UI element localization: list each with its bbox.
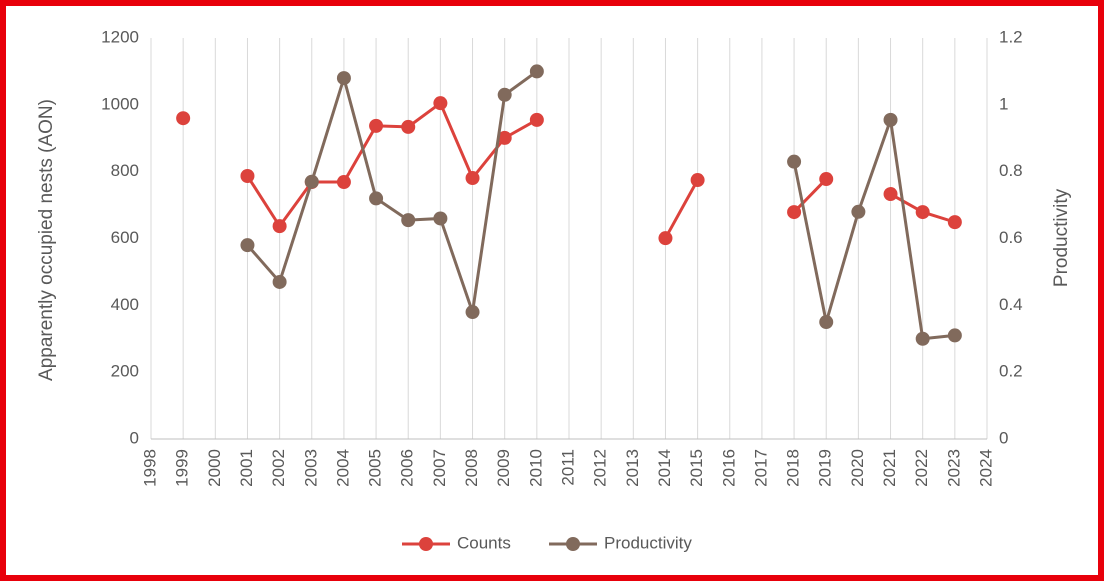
data-point <box>497 130 512 145</box>
y2-tick-label: 0.6 <box>999 228 1023 247</box>
data-point <box>851 204 866 219</box>
data-point <box>819 315 834 330</box>
data-point <box>787 205 802 220</box>
y-tick-label: 0 <box>130 428 139 447</box>
x-tick-label: 2009 <box>494 449 513 487</box>
x-tick-label: 2016 <box>719 449 738 487</box>
data-point <box>658 231 673 246</box>
data-point <box>690 173 705 188</box>
x-tick-label: 2020 <box>848 449 867 487</box>
y-tick-label: 400 <box>111 295 139 314</box>
legend-marker <box>566 537 580 551</box>
x-tick-label: 2018 <box>784 449 803 487</box>
data-point <box>947 328 962 343</box>
y2-tick-label: 0.4 <box>999 295 1023 314</box>
data-point <box>304 174 319 189</box>
x-tick-label: 2006 <box>398 449 417 487</box>
data-point <box>433 96 448 111</box>
data-point <box>883 187 898 202</box>
x-tick-label: 2019 <box>816 449 835 487</box>
data-point <box>369 191 384 206</box>
x-tick-label: 2014 <box>655 449 674 487</box>
x-tick-label: 2012 <box>591 449 610 487</box>
x-tick-label: 2001 <box>237 449 256 487</box>
legend-label: Productivity <box>604 533 692 552</box>
y-tick-label: 1200 <box>101 27 139 46</box>
x-tick-label: 2007 <box>430 449 449 487</box>
x-tick-label: 2003 <box>301 449 320 487</box>
data-point <box>369 118 384 133</box>
data-point <box>401 119 416 134</box>
data-point <box>529 112 544 127</box>
y-tick-label: 800 <box>111 161 139 180</box>
y2-tick-label: 1.2 <box>999 27 1023 46</box>
data-point <box>433 211 448 226</box>
x-tick-label: 2013 <box>623 449 642 487</box>
x-tick-label: 2002 <box>269 449 288 487</box>
series-line <box>246 100 956 239</box>
data-point <box>947 215 962 230</box>
x-tick-label: 2011 <box>558 449 577 486</box>
x-tick-label: 2005 <box>366 449 385 487</box>
data-point <box>401 213 416 228</box>
legend-label: Counts <box>457 533 511 552</box>
data-point <box>883 112 898 127</box>
y-axis-title: Apparently occupied nests (AON) <box>36 99 57 381</box>
y2-tick-label: 0.8 <box>999 161 1023 180</box>
data-point <box>176 111 191 126</box>
y-tick-label: 600 <box>111 228 139 247</box>
data-point <box>787 154 802 169</box>
x-tick-label: 2010 <box>526 449 545 487</box>
data-point <box>915 331 930 346</box>
x-tick-label: 2024 <box>976 449 995 487</box>
data-point <box>915 205 930 220</box>
data-point <box>497 87 512 102</box>
x-tick-label: 2015 <box>687 449 706 487</box>
data-point <box>529 64 544 79</box>
legend-marker <box>419 537 433 551</box>
x-tick-label: 2008 <box>462 449 481 487</box>
y2-tick-label: 0 <box>999 428 1008 447</box>
x-tick-label: 2021 <box>880 449 899 487</box>
y2-axis-title: Productivity <box>1051 188 1072 287</box>
data-point <box>272 219 287 234</box>
y-tick-label: 200 <box>111 362 139 381</box>
x-tick-label: 2022 <box>912 449 931 487</box>
data-point <box>819 172 834 187</box>
x-tick-label: 2017 <box>751 449 770 487</box>
x-tick-label: 1999 <box>173 449 192 487</box>
x-tick-label: 1998 <box>140 449 159 487</box>
data-point <box>240 238 255 253</box>
y2-tick-label: 1 <box>999 94 1008 113</box>
data-point <box>465 171 480 186</box>
data-point <box>336 175 351 190</box>
data-point <box>465 305 480 320</box>
x-tick-label: 2023 <box>944 449 963 487</box>
y-tick-label: 1000 <box>101 94 139 113</box>
data-point <box>272 274 287 289</box>
data-point <box>240 169 255 184</box>
data-point <box>336 71 351 86</box>
x-tick-label: 2000 <box>205 449 224 487</box>
y2-tick-label: 0.2 <box>999 362 1023 381</box>
x-tick-label: 2004 <box>333 449 352 487</box>
